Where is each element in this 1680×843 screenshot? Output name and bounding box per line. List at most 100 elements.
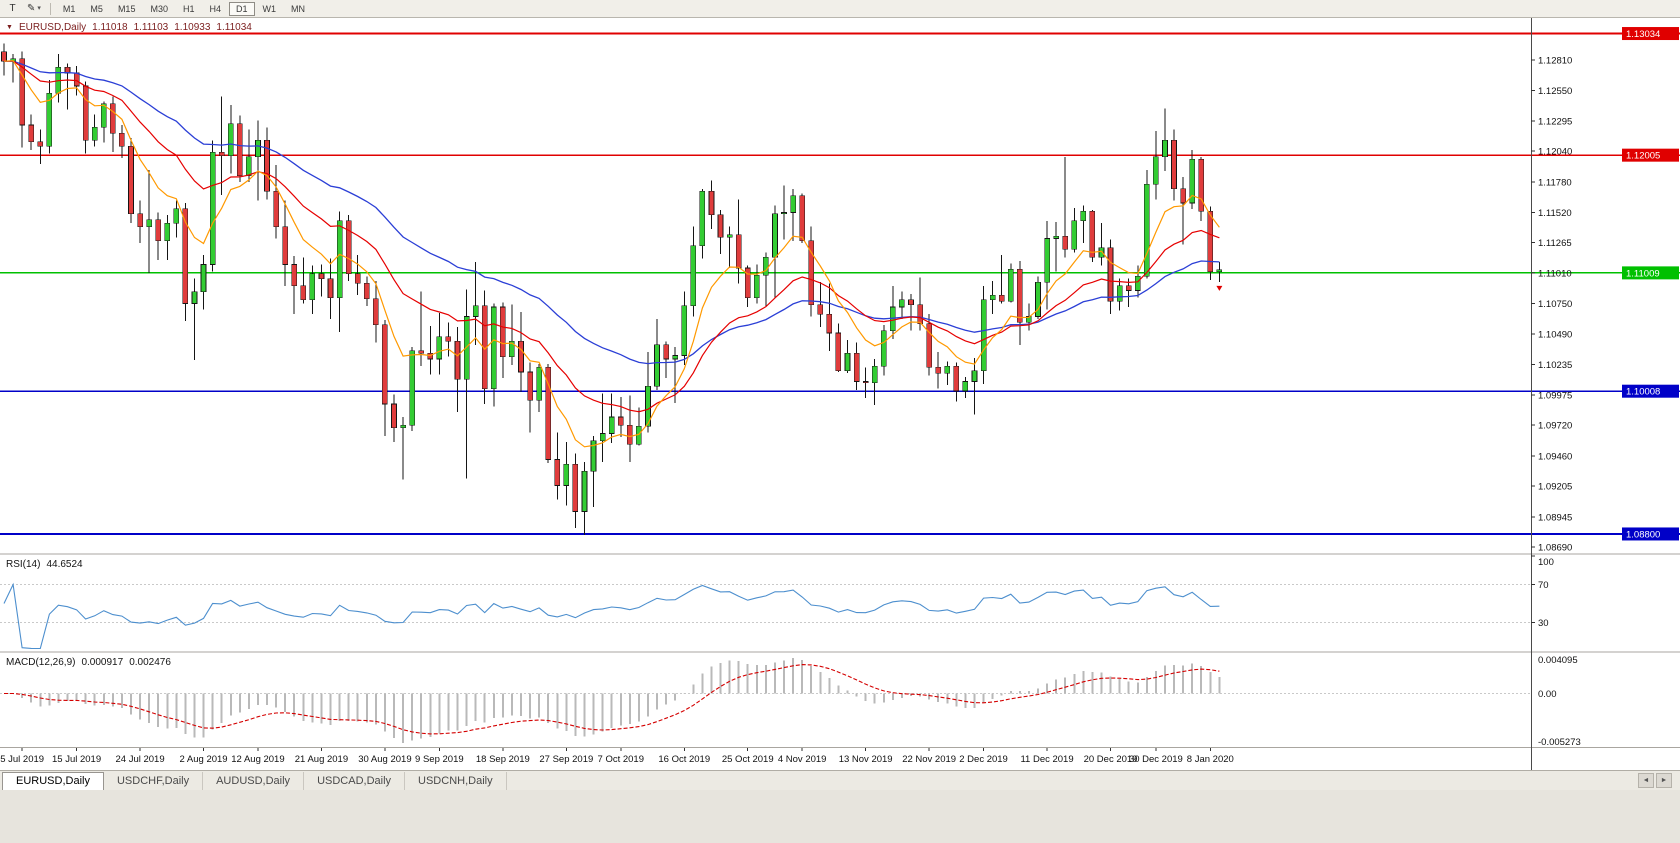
timeframe-button-h1[interactable]: H1 — [176, 2, 202, 16]
chart-tab-eurusd[interactable]: EURUSD,Daily — [2, 771, 104, 791]
timeframe-group: M1 M5 M15 M30 H1 H4 D1 W1 MN — [56, 1, 312, 16]
svg-text:1.09720: 1.09720 — [1538, 421, 1572, 432]
rsi-scale: 100 70 30 — [1531, 555, 1554, 629]
svg-text:18 Sep 2019: 18 Sep 2019 — [476, 754, 530, 765]
svg-text:0.00: 0.00 — [1538, 689, 1557, 700]
status-area — [0, 790, 1680, 843]
timeframe-button-w1[interactable]: W1 — [256, 2, 284, 16]
candles — [1, 43, 1223, 536]
horizontal-lines — [0, 32, 1680, 535]
panel-separators — [0, 18, 1680, 770]
timeframe-button-mn[interactable]: MN — [284, 2, 312, 16]
ma-line-slow — [3, 60, 1220, 365]
macd-scale: 0.004095 0.00 -0.005273 — [1538, 655, 1581, 748]
macd-histogram — [12, 658, 1221, 743]
svg-text:1.11780: 1.11780 — [1538, 177, 1572, 188]
toolbar-separator — [49, 2, 51, 15]
svg-text:1.10750: 1.10750 — [1538, 299, 1572, 310]
macd-main-value: 0.000917 — [81, 657, 124, 668]
svg-text:30: 30 — [1538, 618, 1549, 629]
svg-text:25 Oct 2019: 25 Oct 2019 — [722, 754, 774, 765]
svg-text:1.08690: 1.08690 — [1538, 542, 1572, 553]
ma-line-mid — [3, 60, 1220, 413]
rsi-line — [3, 582, 1220, 650]
draw-tool-button[interactable]: ✎ ▾ — [23, 1, 45, 16]
svg-text:1.10490: 1.10490 — [1538, 330, 1572, 341]
chart-tab-usdcnh[interactable]: USDCNH,Daily — [405, 771, 507, 790]
svg-text:1.12295: 1.12295 — [1538, 116, 1572, 127]
svg-text:1.12005: 1.12005 — [1626, 151, 1660, 162]
svg-text:1.09205: 1.09205 — [1538, 482, 1572, 493]
svg-text:1.08800: 1.08800 — [1626, 529, 1660, 540]
svg-text:1.11265: 1.11265 — [1538, 238, 1572, 249]
ohlc-high: 1.11103 — [133, 22, 169, 33]
text-tool-button[interactable]: T — [3, 1, 22, 16]
svg-text:100: 100 — [1538, 557, 1554, 568]
ma-line-fast — [3, 60, 1220, 448]
tab-scroll-buttons: ◄ ► — [1638, 773, 1680, 788]
svg-text:8 Jan 2020: 8 Jan 2020 — [1187, 754, 1234, 765]
svg-text:27 Sep 2019: 27 Sep 2019 — [539, 754, 593, 765]
ohlc-open: 1.11018 — [92, 22, 128, 33]
toolbar: T ✎ ▾ M1 M5 M15 M30 H1 H4 D1 W1 MN — [0, 0, 1680, 18]
svg-text:16 Oct 2019: 16 Oct 2019 — [658, 754, 710, 765]
svg-text:11 Dec 2019: 11 Dec 2019 — [1020, 754, 1073, 765]
timeframe-button-d1[interactable]: D1 — [229, 1, 255, 16]
chart-tab-usdchf[interactable]: USDCHF,Daily — [104, 771, 204, 790]
svg-text:20 Dec 2019: 20 Dec 2019 — [1084, 754, 1138, 765]
draw-tool-icon: ✎ — [27, 3, 36, 14]
svg-text:22 Nov 2019: 22 Nov 2019 — [902, 754, 956, 765]
ohlc-close: 1.11034 — [216, 22, 252, 33]
chart-title: ▼ EURUSD,Daily 1.11018 1.11103 1.10933 1… — [6, 22, 252, 33]
chart-tabs-bar: EURUSD,Daily USDCHF,Daily AUDUSD,Daily USDC… — [0, 770, 1680, 791]
rsi-label: RSI(14) 44.6524 — [6, 559, 83, 570]
macd-signal-line — [4, 664, 1220, 735]
svg-text:12 Aug 2019: 12 Aug 2019 — [231, 754, 284, 765]
svg-text:30 Aug 2019: 30 Aug 2019 — [358, 754, 411, 765]
svg-text:1.13034: 1.13034 — [1626, 29, 1660, 40]
svg-text:1.12040: 1.12040 — [1538, 147, 1572, 158]
chart-tab-usdcad[interactable]: USDCAD,Daily — [304, 771, 406, 790]
chart-tabs: EURUSD,Daily USDCHF,Daily AUDUSD,Daily USDC… — [2, 771, 507, 791]
svg-text:15 Jul 2019: 15 Jul 2019 — [52, 754, 101, 765]
timeframe-button-m15[interactable]: M15 — [111, 2, 143, 16]
svg-text:-0.005273: -0.005273 — [1538, 737, 1581, 748]
svg-text:2 Dec 2019: 2 Dec 2019 — [959, 754, 1008, 765]
svg-text:1.12550: 1.12550 — [1538, 86, 1572, 97]
svg-text:5 Jul 2019: 5 Jul 2019 — [0, 754, 44, 765]
svg-text:13 Nov 2019: 13 Nov 2019 — [839, 754, 893, 765]
svg-text:7 Oct 2019: 7 Oct 2019 — [598, 754, 644, 765]
timeframe-button-h4[interactable]: H4 — [202, 2, 228, 16]
svg-text:1.08945: 1.08945 — [1538, 512, 1572, 523]
price-chart[interactable]: 1.12810 1.12550 1.12295 1.12040 1.11780 1.115… — [0, 18, 1680, 770]
svg-text:30 Dec 2019: 30 Dec 2019 — [1129, 754, 1183, 765]
svg-text:1.11520: 1.11520 — [1538, 208, 1572, 219]
text-tool-icon: T — [9, 3, 16, 14]
last-bar-marker — [1216, 285, 1223, 291]
chart-symbol: EURUSD,Daily — [18, 22, 87, 33]
rsi-name: RSI(14) — [6, 559, 41, 570]
svg-text:24 Jul 2019: 24 Jul 2019 — [115, 754, 164, 765]
timeframe-button-m30[interactable]: M30 — [143, 2, 175, 16]
tabs-scroll-left-button[interactable]: ◄ — [1638, 773, 1654, 788]
chart-area[interactable]: 1.12810 1.12550 1.12295 1.12040 1.11780 1.115… — [0, 18, 1680, 770]
timeframe-button-m1[interactable]: M1 — [56, 2, 83, 16]
tabs-scroll-right-button[interactable]: ► — [1656, 773, 1672, 788]
chart-tab-audusd[interactable]: AUDUSD,Daily — [203, 771, 305, 790]
svg-text:1.11009: 1.11009 — [1626, 268, 1660, 279]
macd-signal-value: 0.002476 — [129, 657, 171, 668]
svg-text:1.10008: 1.10008 — [1626, 387, 1660, 398]
macd-name: MACD(12,26,9) — [6, 657, 76, 668]
price-axis: 1.12810 1.12550 1.12295 1.12040 1.11780 1.115… — [1531, 56, 1572, 553]
svg-text:21 Aug 2019: 21 Aug 2019 — [295, 754, 348, 765]
collapse-indicator-icon[interactable]: ▼ — [6, 24, 13, 31]
svg-text:1.09460: 1.09460 — [1538, 451, 1572, 462]
price-badges: 1.13034 1.12005 1.11009 1.10008 1.08800 — [1622, 27, 1679, 541]
timeframe-button-m5[interactable]: M5 — [83, 2, 110, 16]
svg-text:4 Nov 2019: 4 Nov 2019 — [778, 754, 827, 765]
svg-text:9 Sep 2019: 9 Sep 2019 — [415, 754, 464, 765]
svg-text:1.11010: 1.11010 — [1538, 268, 1572, 279]
svg-text:2 Aug 2019: 2 Aug 2019 — [180, 754, 228, 765]
svg-text:70: 70 — [1538, 580, 1549, 591]
svg-text:0.004095: 0.004095 — [1538, 655, 1578, 666]
